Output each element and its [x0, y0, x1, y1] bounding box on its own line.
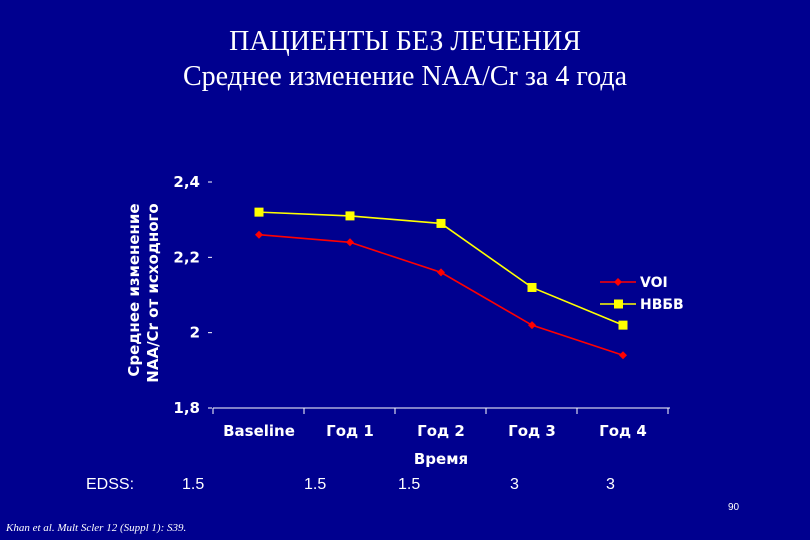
data-point-square — [345, 211, 355, 221]
y-tick-label: 2,2 — [173, 248, 200, 266]
series-line-voi — [258, 233, 624, 357]
data-point-square — [436, 218, 446, 228]
slide-subtitle: Среднее изменение NAA/Cr за 4 года — [182, 61, 627, 92]
page-number: 90 — [728, 502, 740, 513]
y-tick-label: 2 — [190, 324, 200, 342]
citation: Khan et al. Mult Scler 12 (Suppl 1): S39… — [6, 522, 187, 534]
edss-value-year4: 3 — [606, 476, 615, 493]
x-tick-label: Год 2 — [417, 422, 465, 440]
data-point-diamond — [346, 238, 354, 247]
y-axis-label-line2: NAA/Cr от исходного — [144, 203, 162, 382]
data-point-diamond — [528, 321, 536, 330]
legend-label: НВБВ — [640, 297, 684, 313]
edss-value-baseline: 1.5 — [182, 476, 205, 493]
slide-title: ПАЦИЕНТЫ БЕЗ ЛЕЧЕНИЯ — [229, 26, 581, 57]
data-point-diamond — [255, 230, 263, 239]
data-point-square — [618, 320, 628, 330]
chart-axes: 2,4 2,2 2 1,8 Baseline Год 1 Год 2 Год 3 Год 4 — [173, 173, 670, 440]
edss-value-year3: 3 — [510, 476, 519, 493]
y-tick-label: 2,4 — [173, 173, 200, 191]
legend-marker-diamond — [614, 278, 622, 286]
x-tick-label: Год 4 — [599, 422, 647, 440]
chart-legend: VOI НВБВ — [600, 275, 684, 313]
y-tick-label: 1,8 — [173, 399, 200, 417]
data-point-diamond — [437, 268, 445, 277]
edss-value-year1: 1.5 — [304, 476, 327, 493]
legend-marker-square — [614, 299, 623, 309]
y-axis-label-line1: Среднее изменение — [125, 203, 143, 376]
legend-label: VOI — [640, 275, 668, 291]
edss-value-year2: 1.5 — [398, 476, 421, 493]
chart-series — [254, 207, 628, 360]
x-tick-label: Год 3 — [508, 422, 556, 440]
x-tick-label: Baseline — [223, 422, 295, 440]
data-point-square — [254, 207, 264, 217]
edss-label: EDSS: — [86, 476, 135, 493]
x-axis-label: Время — [414, 450, 468, 468]
data-point-square — [527, 282, 537, 292]
x-tick-label: Год 1 — [326, 422, 374, 440]
data-point-diamond — [619, 351, 627, 360]
